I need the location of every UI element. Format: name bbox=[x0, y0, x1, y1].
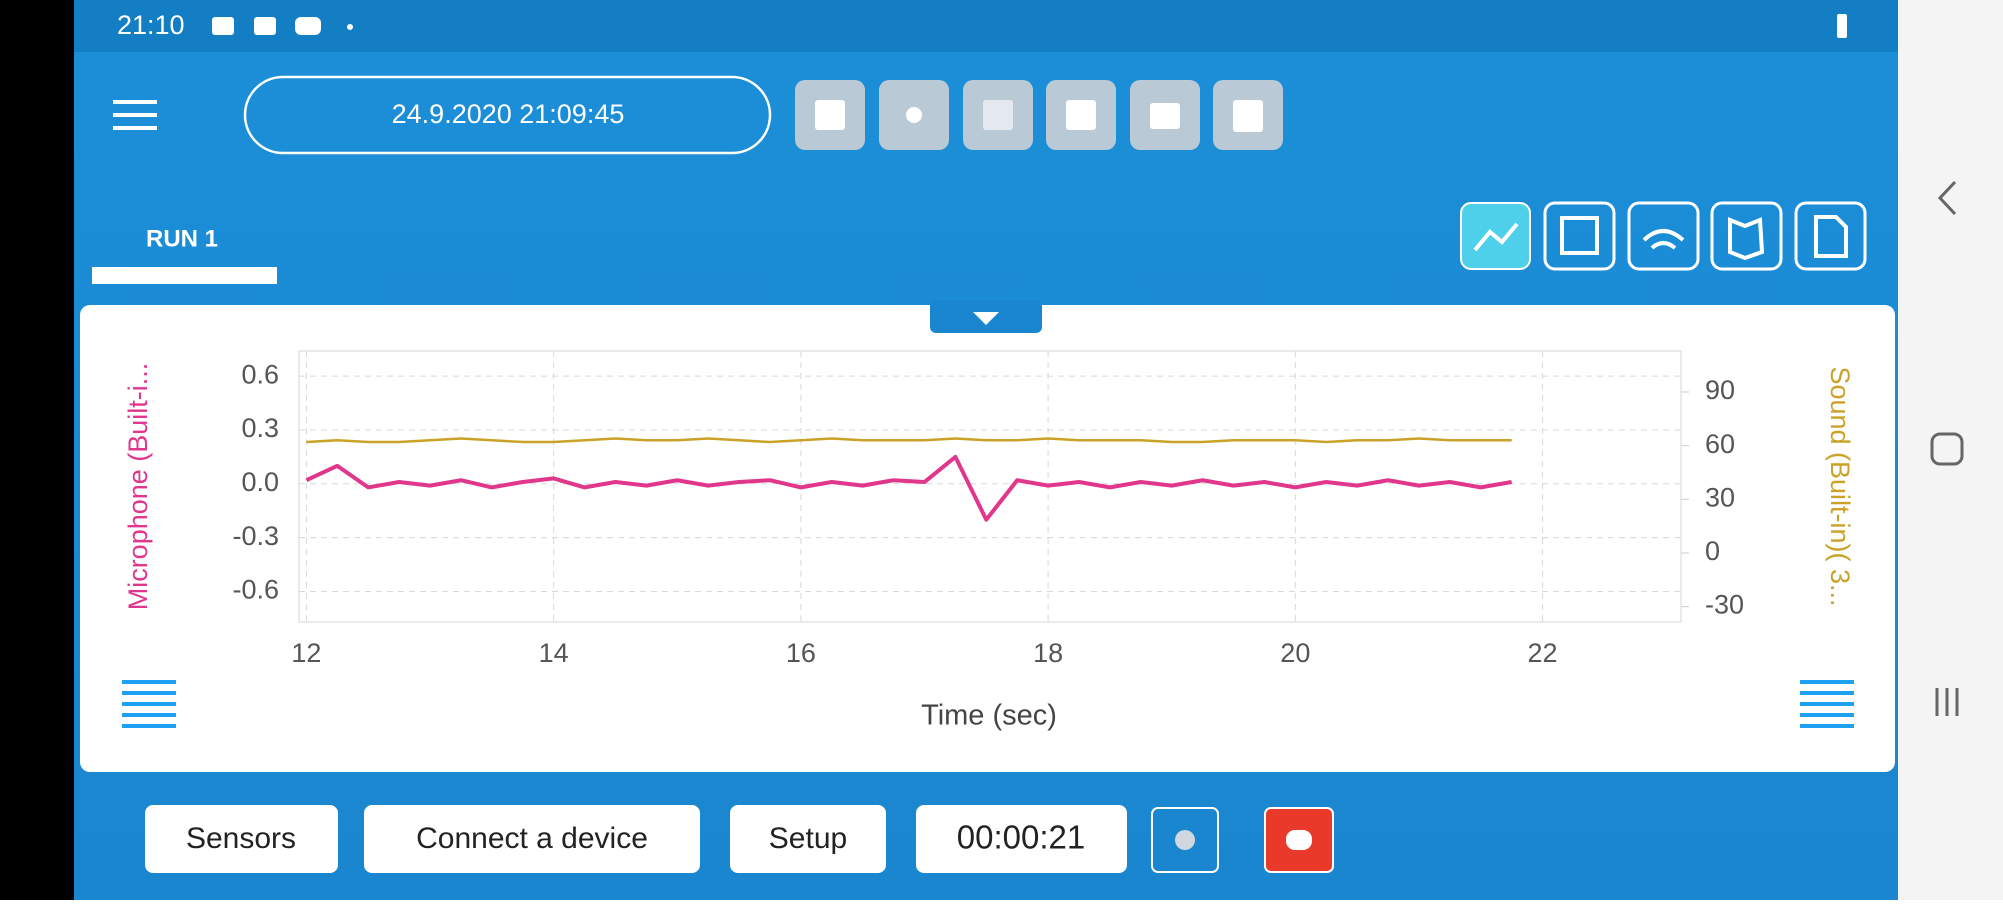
y2-tick-label: 60 bbox=[1705, 429, 1735, 459]
collapse-arrow bbox=[973, 312, 999, 325]
y2-tick-label: 30 bbox=[1705, 482, 1735, 512]
nav-back[interactable] bbox=[1937, 180, 1957, 216]
connect-button[interactable] bbox=[364, 805, 700, 873]
status-time: 21:10 bbox=[117, 10, 185, 40]
chart-card bbox=[80, 305, 1895, 772]
tab-run[interactable]: RUN 1 bbox=[146, 225, 218, 252]
right-axis-menu[interactable] bbox=[1800, 680, 1854, 728]
nav-recent[interactable] bbox=[1935, 688, 1959, 716]
y2-axis-label: Sound (Built-in)( 3... bbox=[1825, 366, 1855, 606]
status-bar bbox=[74, 0, 1898, 52]
series-line bbox=[306, 437, 1512, 444]
toolbar-icons bbox=[795, 80, 1283, 150]
y-tick-label: -0.3 bbox=[232, 521, 279, 551]
tab-underline bbox=[92, 267, 277, 284]
y2-tick-label: 90 bbox=[1705, 375, 1735, 405]
y-axis-label: Microphone (Built-i... bbox=[123, 363, 153, 611]
y2-tick-label: 0 bbox=[1705, 536, 1720, 566]
nav-home[interactable] bbox=[1930, 432, 1964, 466]
plot-frame bbox=[298, 350, 1682, 623]
table-view[interactable] bbox=[1543, 201, 1616, 271]
map-view[interactable] bbox=[1710, 201, 1783, 271]
mark-icon bbox=[1175, 830, 1195, 850]
x-tick-label: 16 bbox=[786, 638, 816, 668]
y-tick-label: -0.6 bbox=[232, 575, 279, 605]
x-tick-label: 20 bbox=[1280, 638, 1310, 668]
meter-view[interactable] bbox=[1627, 201, 1700, 271]
x-tick-label: 22 bbox=[1528, 638, 1558, 668]
x-tick-label: 14 bbox=[539, 638, 569, 668]
bottom-controls: Sensors Connect a device Setup 00:00:21 bbox=[145, 805, 1334, 873]
left-axis-menu[interactable] bbox=[122, 680, 176, 728]
sensors-button[interactable] bbox=[145, 805, 338, 873]
x-tick-label: 18 bbox=[1033, 638, 1063, 668]
y-tick-label: 0.0 bbox=[241, 467, 279, 497]
x-axis-label: Time (sec) bbox=[921, 700, 1057, 732]
stop-icon bbox=[1286, 830, 1312, 850]
view-buttons bbox=[1460, 201, 1867, 271]
y2-tick-label: -30 bbox=[1705, 590, 1744, 620]
timestamp-pill[interactable] bbox=[243, 75, 772, 155]
new-page[interactable] bbox=[1794, 201, 1867, 271]
timestamp: 24.9.2020 21:09:45 bbox=[392, 99, 625, 129]
plot: 12 14 16 18 20 22 0.6 0.3 0.0 -0.3 -0.6 90 60 30 0 -30 T… bbox=[123, 350, 1855, 732]
setup-button[interactable] bbox=[730, 805, 886, 873]
connect-label: Connect a device bbox=[416, 822, 648, 855]
y-tick-label: 0.6 bbox=[241, 359, 279, 389]
setup-label: Setup bbox=[769, 822, 847, 855]
timer-box bbox=[916, 805, 1127, 873]
series-line bbox=[305, 454, 1512, 522]
sensors-label: Sensors bbox=[186, 822, 296, 855]
nav-bar bbox=[1898, 0, 2003, 900]
y-tick-label: 0.3 bbox=[241, 413, 279, 443]
menu-button[interactable] bbox=[113, 100, 157, 130]
x-tick-label: 12 bbox=[291, 638, 321, 668]
timer: 00:00:21 bbox=[957, 819, 1085, 856]
status-icons bbox=[212, 14, 1847, 38]
left-edge bbox=[0, 0, 74, 900]
